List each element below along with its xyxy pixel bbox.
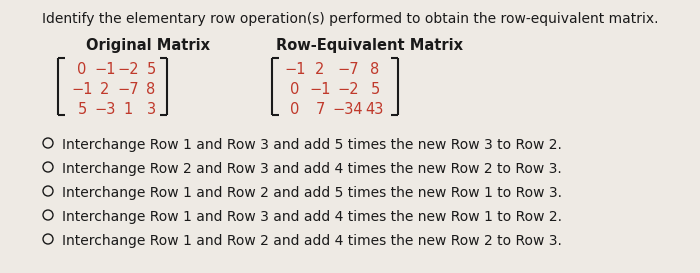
Text: Identify the elementary row operation(s) performed to obtain the row-equivalent : Identify the elementary row operation(s)… xyxy=(42,12,658,26)
Text: Row-Equivalent Matrix: Row-Equivalent Matrix xyxy=(276,38,463,53)
Text: 2: 2 xyxy=(315,62,325,77)
Text: 1: 1 xyxy=(123,102,132,117)
Text: −34: −34 xyxy=(332,102,363,117)
Text: −1: −1 xyxy=(309,82,330,97)
Text: 5: 5 xyxy=(146,62,155,77)
Text: 8: 8 xyxy=(146,82,155,97)
Text: Interchange Row 1 and Row 2 and add 4 times the new Row 2 to Row 3.: Interchange Row 1 and Row 2 and add 4 ti… xyxy=(62,234,562,248)
Text: 5: 5 xyxy=(78,102,87,117)
Text: 0: 0 xyxy=(290,102,300,117)
Text: Interchange Row 1 and Row 3 and add 4 times the new Row 1 to Row 2.: Interchange Row 1 and Row 3 and add 4 ti… xyxy=(62,210,562,224)
Text: −3: −3 xyxy=(94,102,116,117)
Text: Interchange Row 1 and Row 3 and add 5 times the new Row 3 to Row 2.: Interchange Row 1 and Row 3 and add 5 ti… xyxy=(62,138,562,152)
Text: 43: 43 xyxy=(366,102,384,117)
Text: −7: −7 xyxy=(117,82,139,97)
Text: Interchange Row 2 and Row 3 and add 4 times the new Row 2 to Row 3.: Interchange Row 2 and Row 3 and add 4 ti… xyxy=(62,162,561,176)
Text: 2: 2 xyxy=(100,82,110,97)
Text: Interchange Row 1 and Row 2 and add 5 times the new Row 1 to Row 3.: Interchange Row 1 and Row 2 and add 5 ti… xyxy=(62,186,562,200)
Text: 5: 5 xyxy=(370,82,379,97)
Text: Original Matrix: Original Matrix xyxy=(86,38,210,53)
Text: 8: 8 xyxy=(370,62,379,77)
Text: 3: 3 xyxy=(146,102,155,117)
Text: −1: −1 xyxy=(94,62,116,77)
Text: 0: 0 xyxy=(77,62,87,77)
Text: −2: −2 xyxy=(117,62,139,77)
Text: −1: −1 xyxy=(71,82,92,97)
Text: −2: −2 xyxy=(337,82,359,97)
Text: 0: 0 xyxy=(290,82,300,97)
Text: 7: 7 xyxy=(315,102,325,117)
Text: −7: −7 xyxy=(337,62,359,77)
Text: −1: −1 xyxy=(284,62,306,77)
